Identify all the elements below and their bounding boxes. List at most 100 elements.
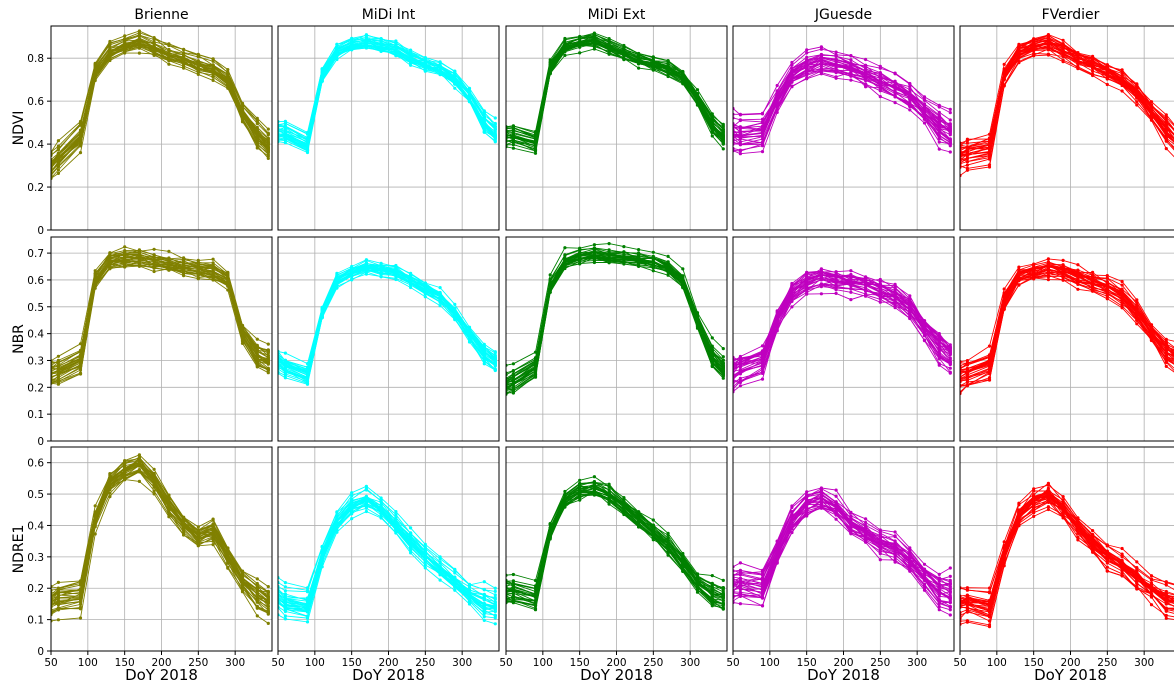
data-point: [878, 95, 882, 99]
data-point: [563, 42, 567, 46]
data-point: [394, 39, 398, 43]
data-point: [467, 86, 472, 90]
data-point: [592, 31, 597, 35]
data-point: [721, 133, 725, 137]
panel-0-4: [959, 25, 1174, 231]
data-point: [864, 64, 868, 68]
data-point: [878, 290, 882, 294]
data-point: [548, 287, 552, 292]
data-point: [849, 275, 853, 279]
data-point: [123, 258, 127, 262]
data-point: [819, 267, 824, 271]
data-point: [834, 54, 838, 58]
data-point: [849, 286, 853, 291]
panel-frame: [50, 25, 273, 231]
column-title: MiDi Ext: [588, 7, 646, 23]
data-point: [167, 43, 171, 48]
data-point: [1149, 117, 1154, 121]
data-point: [1091, 59, 1095, 64]
data-point: [1046, 45, 1050, 49]
data-point: [438, 60, 442, 64]
data-point: [453, 302, 457, 306]
data-point: [335, 276, 339, 280]
data-point: [834, 270, 838, 274]
data-point: [137, 37, 141, 41]
data-point: [710, 364, 714, 368]
data-point: [710, 123, 714, 127]
data-point: [211, 265, 215, 269]
data-point: [438, 300, 442, 304]
series-line: [733, 277, 951, 382]
data-point: [240, 120, 245, 124]
data-point: [834, 274, 838, 278]
data-point: [864, 294, 868, 298]
data-point: [937, 137, 941, 141]
data-point: [493, 358, 497, 362]
data-point: [1046, 36, 1050, 40]
series-line: [278, 34, 496, 134]
data-point: [738, 130, 743, 134]
data-point: [335, 286, 339, 290]
data-point: [922, 117, 927, 121]
data-point: [710, 114, 714, 118]
data-point: [651, 260, 655, 264]
data-point: [409, 275, 413, 279]
data-point: [1120, 89, 1124, 93]
data-point: [738, 134, 743, 138]
data-point: [578, 258, 582, 262]
data-point: [283, 121, 287, 126]
data-point: [937, 116, 941, 120]
panel-1-2: [505, 236, 728, 442]
series-line: [278, 40, 496, 143]
data-point: [922, 330, 927, 334]
data-point: [790, 85, 794, 89]
data-point: [622, 57, 626, 61]
data-point: [592, 47, 597, 51]
data-point: [849, 54, 853, 58]
series-line: [733, 270, 951, 361]
data-point: [1032, 37, 1036, 41]
data-point: [738, 356, 743, 360]
data-point: [93, 269, 97, 273]
panel-frame: [505, 25, 728, 231]
data-point: [423, 69, 427, 73]
data-point: [760, 150, 765, 154]
series-group: [960, 33, 1174, 178]
data-point: [637, 51, 641, 56]
data-point: [423, 285, 427, 289]
data-point: [56, 371, 61, 375]
data-point: [878, 64, 882, 68]
data-point: [511, 126, 515, 130]
series-line: [960, 39, 1174, 156]
data-point: [965, 359, 970, 363]
data-point: [56, 164, 61, 168]
data-point: [482, 346, 486, 350]
data-point: [878, 79, 882, 83]
data-point: [423, 65, 427, 69]
data-point: [965, 137, 970, 141]
data-point: [819, 47, 824, 51]
data-point: [760, 134, 765, 138]
data-point: [651, 55, 655, 59]
data-point: [1046, 33, 1050, 37]
data-point: [548, 278, 552, 283]
data-point: [1046, 42, 1050, 46]
data-point: [1135, 83, 1139, 87]
data-point: [1032, 46, 1036, 51]
data-point: [182, 47, 186, 52]
data-point: [167, 49, 171, 53]
data-point: [423, 56, 427, 60]
data-point: [467, 340, 472, 344]
data-point: [578, 51, 582, 55]
data-point: [681, 76, 685, 81]
data-point: [453, 310, 457, 314]
data-point: [137, 256, 141, 261]
data-point: [775, 91, 779, 95]
data-point: [948, 150, 952, 154]
data-point: [922, 321, 927, 325]
data-point: [651, 255, 655, 259]
data-point: [721, 376, 725, 380]
data-point: [922, 95, 927, 99]
data-point: [1164, 124, 1168, 128]
data-point: [350, 48, 354, 52]
